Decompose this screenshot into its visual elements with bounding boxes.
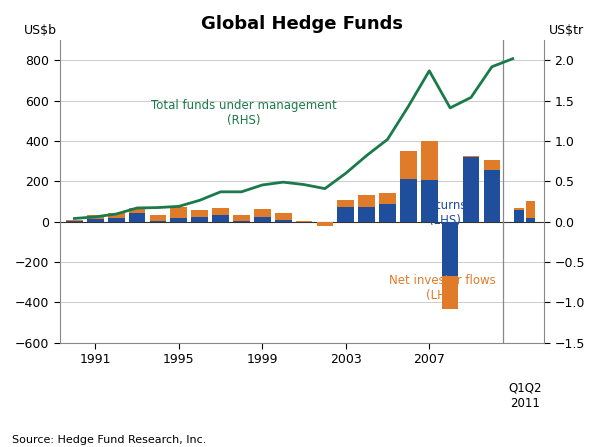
Text: Net investor flows
(LHS): Net investor flows (LHS)	[389, 274, 496, 302]
Bar	[463, 156, 479, 157]
Text: US$b: US$b	[23, 24, 56, 37]
Bar	[358, 195, 375, 207]
Bar	[254, 209, 271, 217]
Bar	[149, 221, 166, 222]
Text: Q1Q2
2011: Q1Q2 2011	[508, 382, 542, 409]
Bar	[421, 180, 437, 222]
Text: Returns
(LHS): Returns (LHS)	[422, 198, 467, 227]
Bar	[317, 222, 333, 226]
Bar	[514, 210, 524, 222]
Bar	[379, 194, 396, 203]
Bar	[108, 213, 125, 218]
Bar	[358, 207, 375, 222]
Bar	[233, 221, 250, 222]
Bar	[149, 215, 166, 221]
Bar	[296, 221, 313, 222]
Bar	[514, 207, 524, 210]
Bar	[526, 218, 535, 222]
Bar	[421, 141, 437, 180]
Bar	[337, 199, 354, 207]
Bar	[66, 221, 83, 222]
Bar	[128, 213, 145, 222]
Bar	[317, 222, 333, 226]
Bar	[484, 160, 500, 170]
Bar	[87, 215, 104, 219]
Bar	[191, 210, 208, 217]
Bar	[337, 207, 354, 222]
Bar	[191, 217, 208, 222]
Bar	[463, 157, 479, 222]
Bar	[379, 203, 396, 222]
Bar	[275, 219, 292, 222]
Bar	[66, 219, 83, 221]
Bar	[400, 151, 417, 179]
Text: US$tr: US$tr	[549, 24, 584, 37]
Bar	[442, 222, 458, 276]
Title: Global Hedge Funds: Global Hedge Funds	[201, 15, 403, 33]
Bar	[442, 276, 458, 309]
Bar	[87, 219, 104, 222]
Bar	[170, 218, 187, 222]
Bar	[275, 213, 292, 219]
Text: Source: Hedge Fund Research, Inc.: Source: Hedge Fund Research, Inc.	[12, 435, 206, 445]
Bar	[212, 215, 229, 222]
Bar	[108, 218, 125, 222]
Bar	[254, 217, 271, 222]
Bar	[484, 170, 500, 222]
Bar	[296, 221, 313, 222]
Bar	[233, 215, 250, 221]
Bar	[400, 179, 417, 222]
Bar	[212, 207, 229, 215]
Bar	[526, 201, 535, 218]
Bar	[170, 207, 187, 218]
Bar	[128, 207, 145, 213]
Text: Total funds under management
(RHS): Total funds under management (RHS)	[151, 99, 337, 127]
